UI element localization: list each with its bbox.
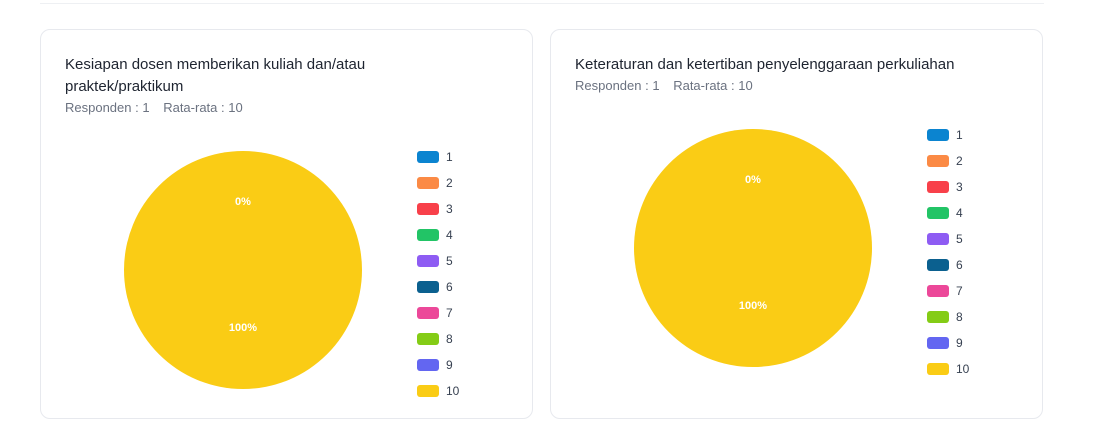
legend-label: 3 [956, 180, 963, 194]
legend-swatch [927, 129, 949, 141]
legend-item-7[interactable]: 7 [417, 300, 459, 326]
legend-label: 3 [446, 202, 453, 216]
pie-data-label: 100% [739, 300, 767, 312]
legend-item-6[interactable]: 6 [417, 274, 459, 300]
legend-swatch [927, 155, 949, 167]
chart-meta: Responden : 1 Rata-rata : 10 [65, 100, 243, 115]
legend-label: 10 [956, 362, 970, 376]
legend-label: 10 [446, 384, 460, 398]
chart-card-keteraturan-perkuliahan: Keteraturan dan ketertiban penyelenggara… [550, 29, 1043, 419]
legend-label: 1 [446, 150, 453, 164]
legend-swatch [927, 259, 949, 271]
legend-label: 6 [956, 258, 963, 272]
legend-swatch [417, 177, 439, 189]
legend-swatch [417, 307, 439, 319]
legend-swatch [927, 363, 949, 375]
pie-data-label: 0% [745, 174, 761, 186]
legend-label: 4 [956, 206, 963, 220]
legend-item-8[interactable]: 8 [927, 304, 969, 330]
legend-label: 1 [956, 128, 963, 142]
legend-item-10[interactable]: 10 [927, 356, 969, 382]
pie-slice-10 [634, 129, 872, 367]
legend-swatch [927, 337, 949, 349]
pie-chart: 0% 100% [124, 151, 362, 389]
pie-slice-10 [124, 151, 362, 389]
chart-title: Keteraturan dan ketertiban penyelenggara… [575, 56, 955, 73]
legend-swatch [927, 233, 949, 245]
chart-legend: 1 2 3 4 5 6 7 8 9 10 [927, 122, 969, 382]
legend-item-1[interactable]: 1 [927, 122, 969, 148]
legend-label: 5 [956, 232, 963, 246]
legend-label: 9 [956, 336, 963, 350]
legend-item-6[interactable]: 6 [927, 252, 969, 278]
legend-label: 8 [446, 332, 453, 346]
chart-meta: Responden : 1 Rata-rata : 10 [575, 78, 753, 93]
legend-label: 5 [446, 254, 453, 268]
legend-swatch [417, 203, 439, 215]
legend-item-4[interactable]: 4 [417, 222, 459, 248]
legend-item-5[interactable]: 5 [417, 248, 459, 274]
legend-item-3[interactable]: 3 [927, 174, 969, 200]
chart-card-kesiapan-dosen: Kesiapan dosen memberikan kuliah dan/ata… [40, 29, 533, 419]
legend-swatch [927, 311, 949, 323]
legend-label: 7 [446, 306, 453, 320]
legend-label: 9 [446, 358, 453, 372]
legend-swatch [417, 255, 439, 267]
legend-item-3[interactable]: 3 [417, 196, 459, 222]
legend-swatch [927, 207, 949, 219]
respondent-count: Responden : 1 [575, 78, 660, 93]
legend-swatch [417, 385, 439, 397]
pie-data-label: 100% [229, 322, 257, 334]
legend-swatch [417, 359, 439, 371]
legend-item-2[interactable]: 2 [417, 170, 459, 196]
legend-item-4[interactable]: 4 [927, 200, 969, 226]
legend-item-5[interactable]: 5 [927, 226, 969, 252]
top-divider [40, 3, 1044, 4]
legend-swatch [417, 333, 439, 345]
legend-item-9[interactable]: 9 [927, 330, 969, 356]
respondent-count: Responden : 1 [65, 100, 150, 115]
legend-label: 6 [446, 280, 453, 294]
legend-item-1[interactable]: 1 [417, 144, 459, 170]
pie-chart: 0% 100% [634, 129, 872, 367]
legend-item-10[interactable]: 10 [417, 378, 459, 404]
legend-swatch [927, 285, 949, 297]
legend-label: 2 [956, 154, 963, 168]
legend-label: 4 [446, 228, 453, 242]
legend-label: 7 [956, 284, 963, 298]
chart-title: Kesiapan dosen memberikan kuliah dan/ata… [65, 56, 366, 95]
legend-label: 8 [956, 310, 963, 324]
average-score: Rata-rata : 10 [673, 78, 753, 93]
legend-swatch [417, 229, 439, 241]
legend-swatch [417, 281, 439, 293]
legend-item-7[interactable]: 7 [927, 278, 969, 304]
legend-item-8[interactable]: 8 [417, 326, 459, 352]
legend-label: 2 [446, 176, 453, 190]
legend-item-9[interactable]: 9 [417, 352, 459, 378]
legend-swatch [417, 151, 439, 163]
average-score: Rata-rata : 10 [163, 100, 243, 115]
chart-legend: 1 2 3 4 5 6 7 8 9 10 [417, 144, 459, 404]
legend-swatch [927, 181, 949, 193]
legend-item-2[interactable]: 2 [927, 148, 969, 174]
pie-data-label: 0% [235, 196, 251, 208]
